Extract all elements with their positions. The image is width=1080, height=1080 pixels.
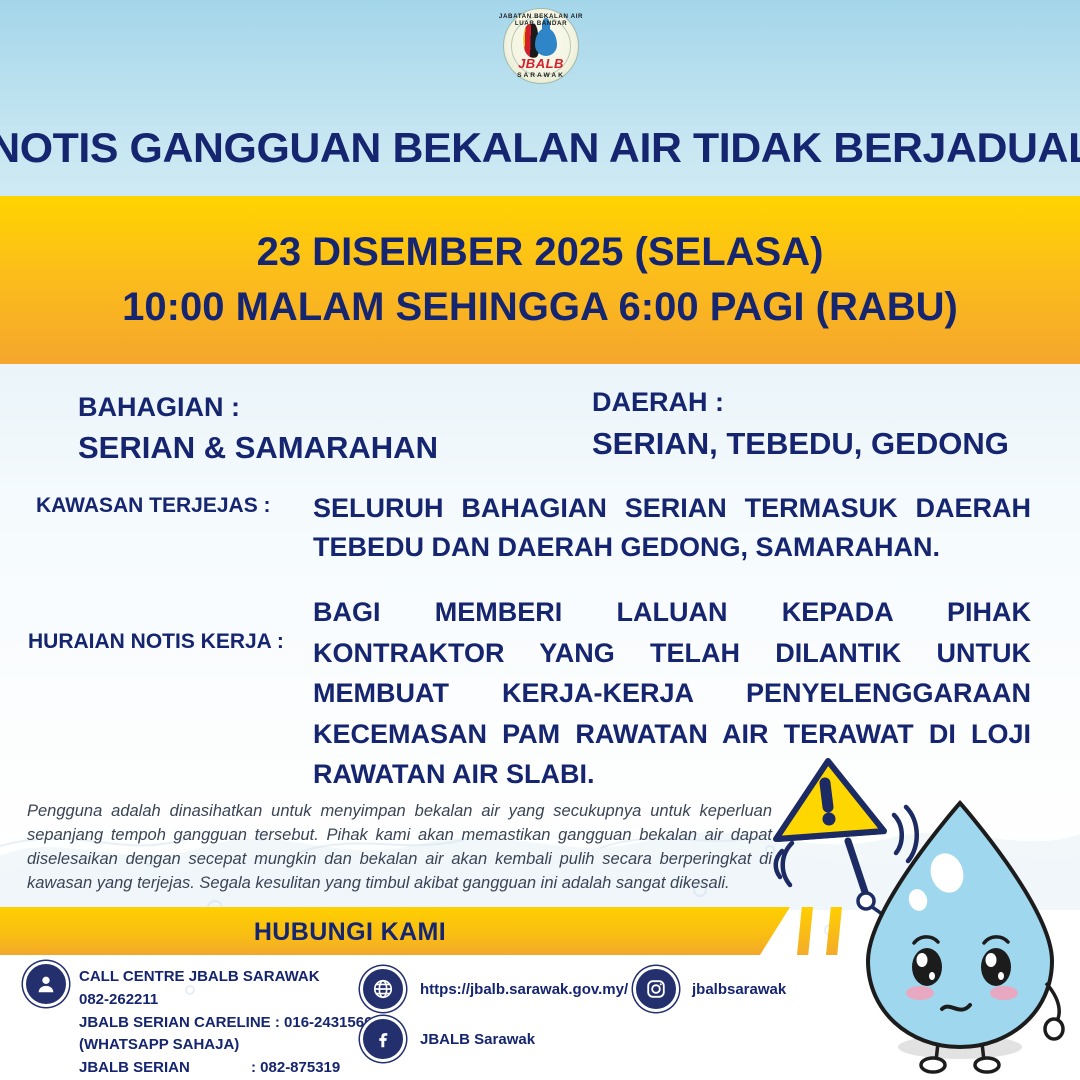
jbalb-serian-row: JBALB SERIAN : 082-875319 (79, 1057, 372, 1080)
careline-whatsapp: JBALB SERIAN CARELINE : 016-2431566 (79, 1013, 373, 1031)
huraian-notis-kerja-value: BAGI MEMBERI LALUAN KEPADA PIHAK KONTRAK… (313, 597, 1031, 789)
mascot-eye-left (912, 948, 942, 986)
jbalb-serian-phone: : 082-875319 (251, 1059, 341, 1077)
jbalb-logo: JABATAN BEKALAN AIR LUAR BANDAR JBALB SA… (497, 6, 585, 106)
banner-stripe-2 (826, 907, 842, 955)
kawasan-terjejas-label: KAWASAN TERJEJAS : (36, 494, 271, 517)
mascot-illustration (773, 758, 1065, 1074)
mascot-foot-right (973, 1056, 1001, 1074)
mascot-right-hand (1043, 1017, 1065, 1041)
instagram-icon[interactable] (636, 969, 676, 1009)
mascot-eyebrow-right (982, 935, 1010, 945)
call-centre-block: CALL CENTRE JBALB SARAWAK 082-262211 JBA… (79, 966, 372, 1080)
huraian-notis-kerja-label: HURAIAN NOTIS KERJA : (28, 630, 284, 653)
mascot-eye-right (981, 948, 1011, 986)
instagram-handle[interactable]: jbalbsarawak (692, 981, 787, 998)
mascot-eyebrow-left (912, 935, 940, 945)
contact-banner-label: HUBUNGI KAMI (253, 918, 447, 946)
daerah-value: SERIAN, TEBEDU, GEDONG (592, 426, 1009, 461)
mascot-mouth (940, 1003, 972, 1012)
logo-water-drop-icon (535, 18, 557, 56)
page-title: NOTIS GANGGUAN BEKALAN AIR TIDAK BERJADU… (0, 124, 1080, 171)
water-drop-mascot (770, 755, 1080, 1080)
sign-pole (844, 837, 870, 899)
call-centre-name: CALL CENTRE JBALB SARAWAK (79, 968, 320, 985)
call-centre-phone: 082-262211 (79, 990, 159, 1008)
logo-arc-bottom-text: SARAWAK (517, 72, 565, 79)
mascot-left-hand (856, 891, 876, 911)
banner-stripe-1 (797, 907, 813, 955)
call-centre-icon (26, 964, 66, 1004)
facebook-icon[interactable] (363, 1019, 403, 1059)
logo-arc-top-text: JABATAN BEKALAN AIR LUAR BANDAR (498, 13, 584, 27)
mascot-body (865, 799, 1055, 1050)
mascot-highlight-small (908, 889, 928, 911)
disclaimer-text: Pengguna adalah dinasihatkan untuk menyi… (27, 802, 772, 892)
disruption-time: 10:00 MALAM SEHINGGA 6:00 PAGI (RABU) (122, 285, 958, 329)
contact-banner (0, 907, 790, 955)
mascot-foot-left (919, 1056, 947, 1074)
shake-lines-left (773, 840, 795, 888)
mascot-blush-right (990, 986, 1018, 1000)
daerah-label: DAERAH : (592, 387, 724, 417)
bahagian-label: BAHAGIAN : (78, 392, 240, 422)
mascot-blush-left (906, 986, 934, 1000)
mascot-highlight-large (930, 853, 964, 893)
website-url[interactable]: https://jbalb.sarawak.gov.my/ (420, 981, 629, 998)
whatsapp-note: (WHATSAPP SAHAJA) (79, 1036, 240, 1054)
bahagian-value: SERIAN & SAMARAHAN (78, 430, 438, 465)
facebook-handle[interactable]: JBALB Sarawak (420, 1031, 536, 1048)
schedule-band: 23 DISEMBER 2025 (SELASA) 10:00 MALAM SE… (0, 196, 1080, 364)
shake-lines-right (891, 804, 919, 864)
warning-triangle-icon (773, 758, 887, 842)
website-icon[interactable] (363, 969, 403, 1009)
jbalb-serian-label: JBALB SERIAN (79, 1059, 190, 1077)
logo-wordmark: JBALB (518, 56, 564, 71)
kawasan-terjejas-value: SELURUH BAHAGIAN SERIAN TERMASUK DAERAH … (313, 493, 1031, 563)
disruption-date: 23 DISEMBER 2025 (SELASA) (256, 230, 824, 274)
